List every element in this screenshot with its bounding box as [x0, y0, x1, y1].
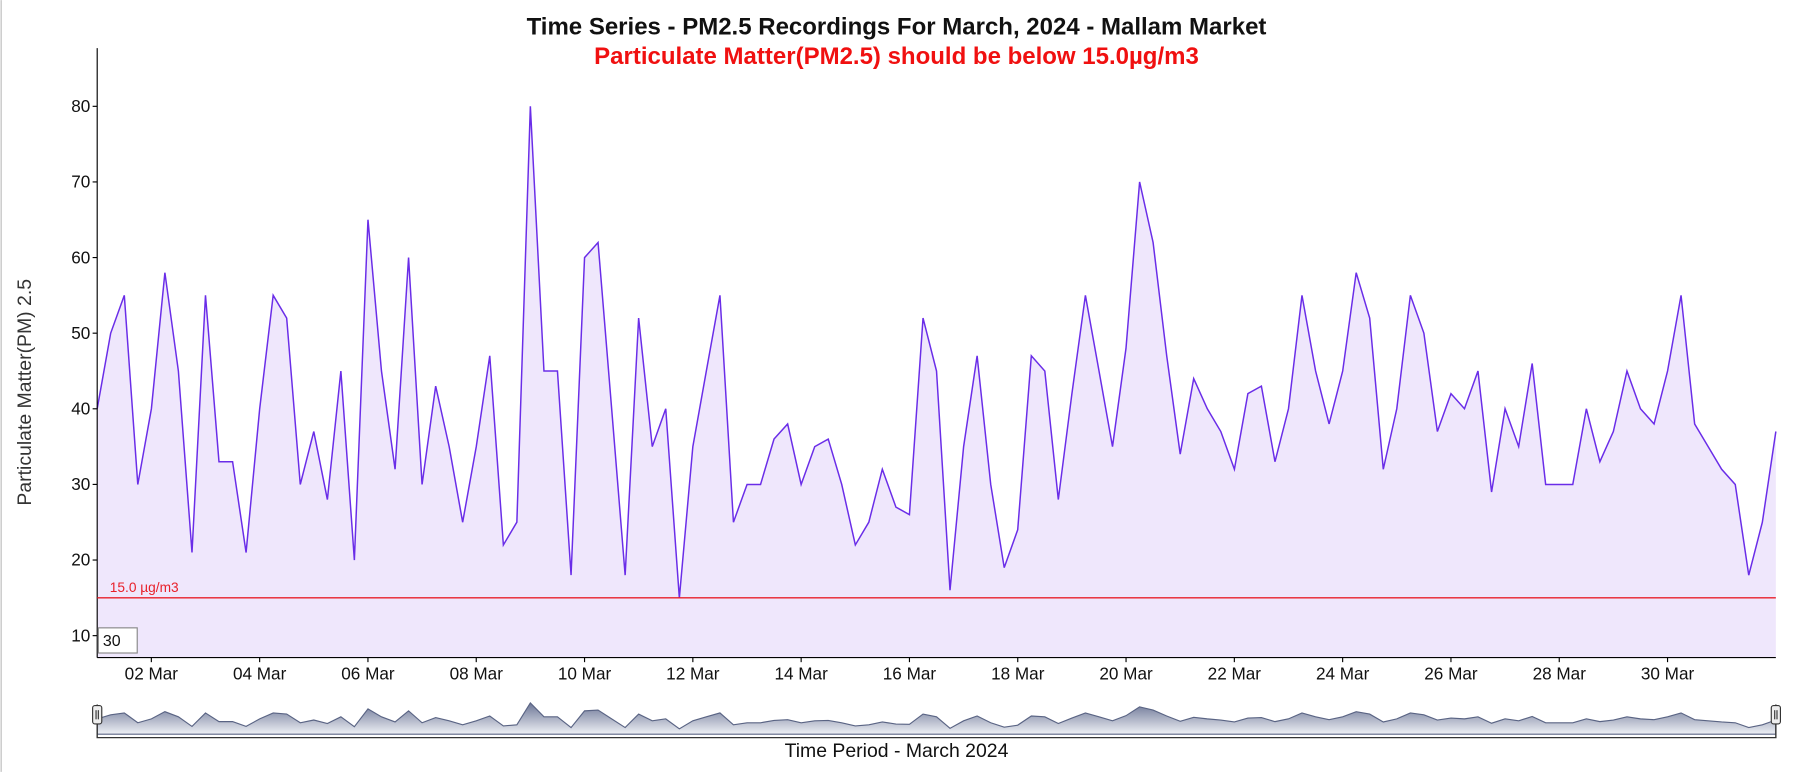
y-tick-label: 30: [71, 474, 90, 494]
x-tick-label: 02 Mar: [125, 663, 179, 683]
threshold-label: 15.0 µg/m3: [110, 580, 179, 595]
y-tick-label: 60: [71, 247, 90, 267]
range-handle[interactable]: [1770, 705, 1781, 725]
x-tick-label: 24 Mar: [1316, 663, 1370, 683]
x-tick-label: 30 Mar: [1641, 663, 1695, 683]
range-selector-area: [96, 702, 1777, 735]
x-tick-label: 06 Mar: [341, 663, 395, 683]
x-tick-label: 28 Mar: [1533, 663, 1587, 683]
y-tick-label: 10: [71, 625, 90, 645]
x-tick-label: 14 Mar: [774, 663, 828, 683]
x-tick-label: 08 Mar: [450, 663, 504, 683]
chart-subtitle: Particulate Matter(PM2.5) should be belo…: [594, 43, 1199, 70]
x-tick-label: 12 Mar: [666, 663, 720, 683]
y-tick-label: 70: [71, 172, 90, 192]
x-tick-label: 10 Mar: [558, 663, 612, 683]
roll-period-input[interactable]: [97, 627, 138, 654]
x-tick-label: 18 Mar: [991, 663, 1045, 683]
x-tick-label: 20 Mar: [1099, 663, 1153, 683]
x-tick-label: 16 Mar: [883, 663, 937, 683]
x-tick-label: 04 Mar: [233, 663, 287, 683]
y-axis-label: Particulate Matter(PM) 2.5: [14, 279, 36, 506]
x-tick-label: 26 Mar: [1424, 663, 1478, 683]
y-tick-label: 40: [71, 399, 90, 419]
y-tick-label: 80: [71, 96, 90, 116]
y-tick-label: 20: [71, 550, 90, 570]
x-tick-label: 22 Mar: [1208, 663, 1262, 683]
roll-period-value[interactable]: 30: [103, 633, 121, 650]
series-line: [96, 106, 1777, 598]
y-tick-label: 50: [71, 323, 90, 343]
chart-title: Time Series - PM2.5 Recordings For March…: [527, 13, 1267, 40]
range-handle[interactable]: [92, 705, 103, 725]
x-axis-label: Time Period - March 2024: [785, 740, 1009, 762]
